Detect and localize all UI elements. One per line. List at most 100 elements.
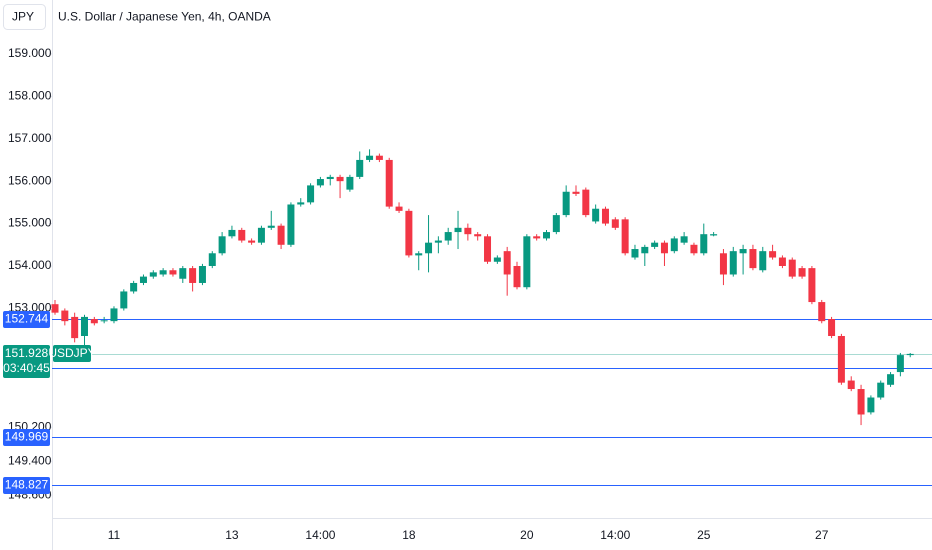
candle-body (198, 266, 206, 283)
x-tick-label: 13 (225, 528, 239, 542)
candle-body (179, 268, 187, 279)
candle-body (100, 320, 108, 322)
candle-body (887, 374, 895, 385)
y-tick-label: 158.000 (8, 88, 52, 102)
candle-body (61, 310, 69, 322)
candle-body (257, 227, 265, 243)
candle-body (454, 227, 462, 233)
candle-body (523, 236, 531, 288)
candle-body (631, 249, 639, 258)
candle-body (189, 268, 197, 283)
candle-body (208, 253, 216, 266)
plot-area (51, 149, 932, 486)
candle-body (375, 155, 383, 160)
candle-body (267, 225, 275, 228)
candle-body (572, 191, 580, 194)
candle-body (828, 319, 836, 336)
candle-body (238, 229, 246, 241)
candle-body (700, 234, 708, 254)
y-tick-label: 159.000 (8, 46, 52, 60)
candle-body (287, 204, 295, 245)
candle-body (326, 176, 334, 180)
candle-body (90, 319, 98, 324)
currency-label[interactable]: JPY (12, 10, 34, 24)
axes: 11 13 14:00 18 20 14:00 25 27 159.000 158.000 157.… (3, 46, 829, 542)
candle-body (130, 282, 138, 292)
y-tick-label: 154.000 (8, 258, 52, 272)
candle-body (169, 270, 177, 275)
candle-body (307, 185, 315, 203)
candle-body (366, 155, 374, 160)
candle-body (562, 191, 570, 216)
candle-body (120, 291, 128, 309)
candle-body (749, 249, 757, 269)
candle-body (710, 234, 718, 236)
candle-body (670, 238, 678, 252)
level-label-bg (3, 311, 50, 328)
candle-body (218, 236, 226, 254)
y-tick-label: 149.400 (8, 453, 52, 467)
level-label: 149.969 (5, 430, 49, 444)
candle-body (651, 242, 659, 247)
candle-body (484, 236, 492, 262)
y-tick-label: 156.000 (8, 173, 52, 187)
candle-body (395, 206, 403, 211)
x-tick-label: 14:00 (305, 528, 335, 542)
candle-body (867, 397, 875, 413)
candle-body (297, 202, 305, 205)
candle-body (493, 257, 501, 262)
candle-body (415, 253, 423, 256)
candle-body (641, 246, 649, 254)
candle-body (346, 176, 354, 190)
candle-body (434, 240, 442, 243)
candle-body (71, 316, 79, 339)
candle-body (533, 236, 541, 239)
candle-body (896, 355, 904, 373)
candle-body (818, 302, 826, 322)
candle-body (798, 268, 806, 277)
symbol-label: USDJPY (48, 346, 95, 360)
last-price-bg (3, 345, 50, 378)
candle-body (680, 236, 688, 243)
candle-body (385, 159, 393, 207)
currency-button[interactable] (3, 4, 46, 30)
candle-body (80, 316, 88, 336)
candle-body (660, 242, 668, 254)
candle-body (543, 232, 550, 239)
y-tick-label: 155.000 (8, 216, 52, 230)
candle-body (690, 244, 698, 254)
candle-body (906, 353, 914, 356)
candle-body (51, 304, 59, 313)
candle-body (788, 259, 796, 277)
candle-body (513, 266, 521, 288)
candle-body (582, 189, 590, 216)
candle-body (503, 251, 511, 275)
candle-body (729, 251, 737, 275)
candle-body (139, 276, 147, 283)
y-tick-label: 157.000 (8, 131, 52, 145)
candle-body (847, 380, 855, 390)
candle-body (110, 308, 118, 322)
candle-body (464, 227, 472, 235)
candle-body (837, 336, 845, 383)
symbol-label-bg (53, 345, 91, 362)
candle-body (769, 251, 777, 258)
x-tick-label: 11 (108, 528, 121, 542)
last-price-label: 151.928 (5, 346, 49, 360)
candle-body (474, 234, 482, 237)
candle-body (592, 208, 600, 222)
candle-body (149, 272, 157, 277)
candle-body (356, 159, 364, 177)
candle-body (405, 210, 413, 256)
candle-body (277, 225, 285, 245)
candle-body (857, 389, 865, 415)
candle-body (159, 270, 167, 275)
x-tick-label: 18 (402, 528, 416, 542)
candle-body (248, 240, 256, 243)
candle-body (739, 249, 747, 254)
level-label: 148.827 (5, 478, 49, 492)
candle-body (316, 179, 324, 186)
x-tick-label: 14:00 (600, 528, 630, 542)
candle-body (336, 176, 344, 182)
